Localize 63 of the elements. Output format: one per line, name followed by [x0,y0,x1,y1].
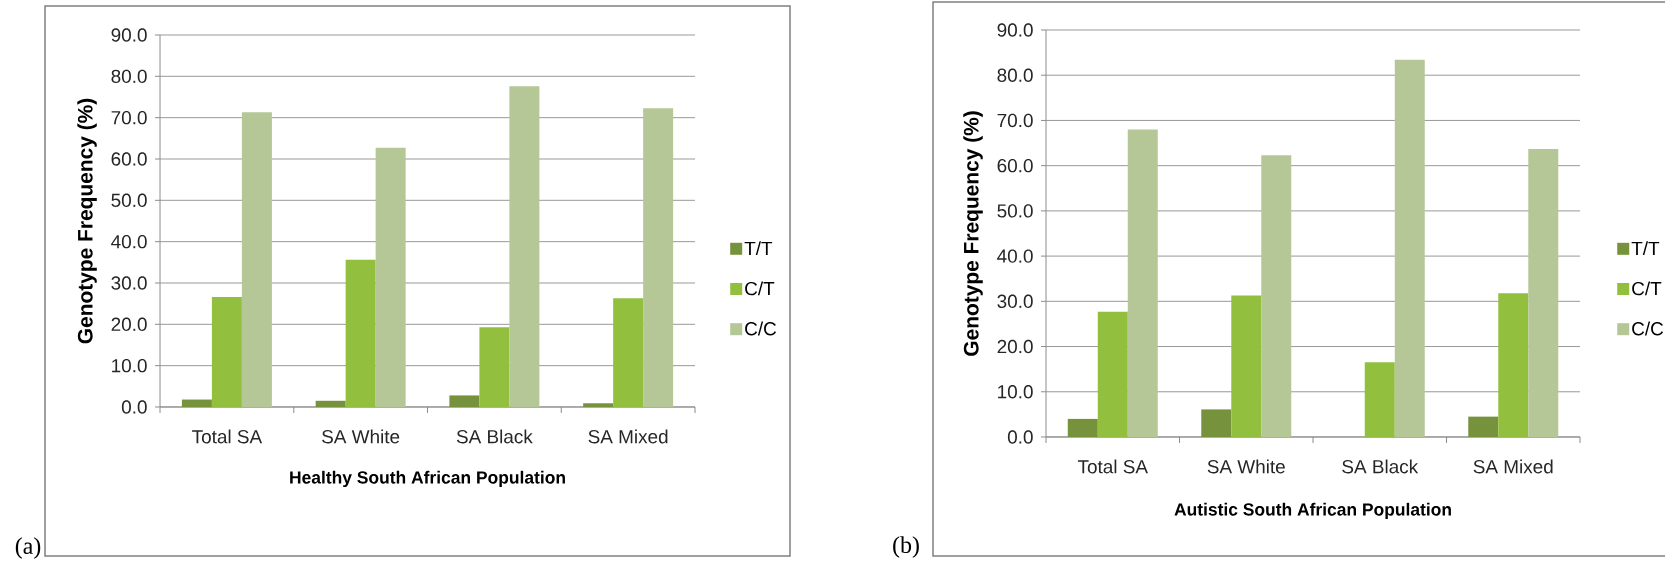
legend-label: C/C [745,321,777,336]
bar [1067,418,1098,437]
bar [449,395,480,407]
y-tick-label: 30.0 [111,276,147,290]
legend-label: T/T [1631,241,1660,256]
bar [583,403,614,407]
bar [345,259,376,407]
bar [1498,293,1529,437]
x-tick-label: SA White [322,429,400,444]
text: (b) [893,536,919,558]
y-tick-label: 50.0 [997,204,1033,218]
y-tick-label: 60.0 [111,152,147,166]
y-tick-label: 20.0 [997,339,1033,354]
bar [315,400,346,407]
x-tick-label: Total SA [192,429,263,444]
bar [509,86,540,407]
y-tick-label: 30.0 [997,294,1033,309]
bar [181,399,212,407]
y-tick-label: 50.0 [111,193,147,208]
bar [1468,416,1499,437]
y-tick-label: 70.0 [111,110,147,125]
bar [1528,148,1559,437]
bar [613,298,644,407]
bar [1231,295,1262,437]
y-tick-label: 10.0 [112,358,147,373]
x-tick-label: SA Black [456,429,533,444]
bar [375,147,406,407]
x-tick-label: SA White [1207,459,1285,474]
x-tick-label: SA Mixed [588,429,668,444]
bar [1364,362,1395,437]
legend-label: T/T [744,241,773,256]
y-tick-label: 40.0 [111,234,147,249]
bar [1097,311,1128,437]
y-tick-label: 60.0 [997,158,1033,173]
bar [643,108,674,407]
x-tick-label: Total SA [1077,459,1148,474]
legend-label: C/C [1632,321,1664,336]
x-axis-title: Autistic South African Population [1174,502,1451,520]
y-tick-label: 40.0 [997,249,1033,263]
y-tick-label: 90.0 [111,28,147,42]
legend-label: C/T [1632,281,1662,296]
text: (a) [15,537,41,559]
y-tick-label: 10.0 [998,385,1033,399]
y-axis-title: Genotype Frequency (%) [77,98,97,344]
bar [1201,409,1232,437]
x-tick-label: SA Black [1342,459,1419,474]
x-tick-label: SA Mixed [1473,459,1553,474]
y-tick-label: 20.0 [111,317,147,332]
bar [1394,59,1425,437]
y-tick-label: 0.0 [121,400,147,414]
y-tick-label: 80.0 [111,69,147,84]
bar [479,327,510,407]
bar [1127,129,1158,437]
y-tick-label: 70.0 [997,113,1033,128]
bar [241,112,272,407]
y-tick-label: 90.0 [997,23,1033,37]
y-tick-label: 80.0 [997,68,1033,82]
y-axis-title: Genotype Frequency (%) [963,111,983,356]
legend-label: C/T [745,281,775,296]
bar [1261,155,1292,437]
bar [211,297,242,407]
y-tick-label: 0.0 [1007,430,1033,444]
x-axis-title: Healthy South African Population [290,470,565,488]
